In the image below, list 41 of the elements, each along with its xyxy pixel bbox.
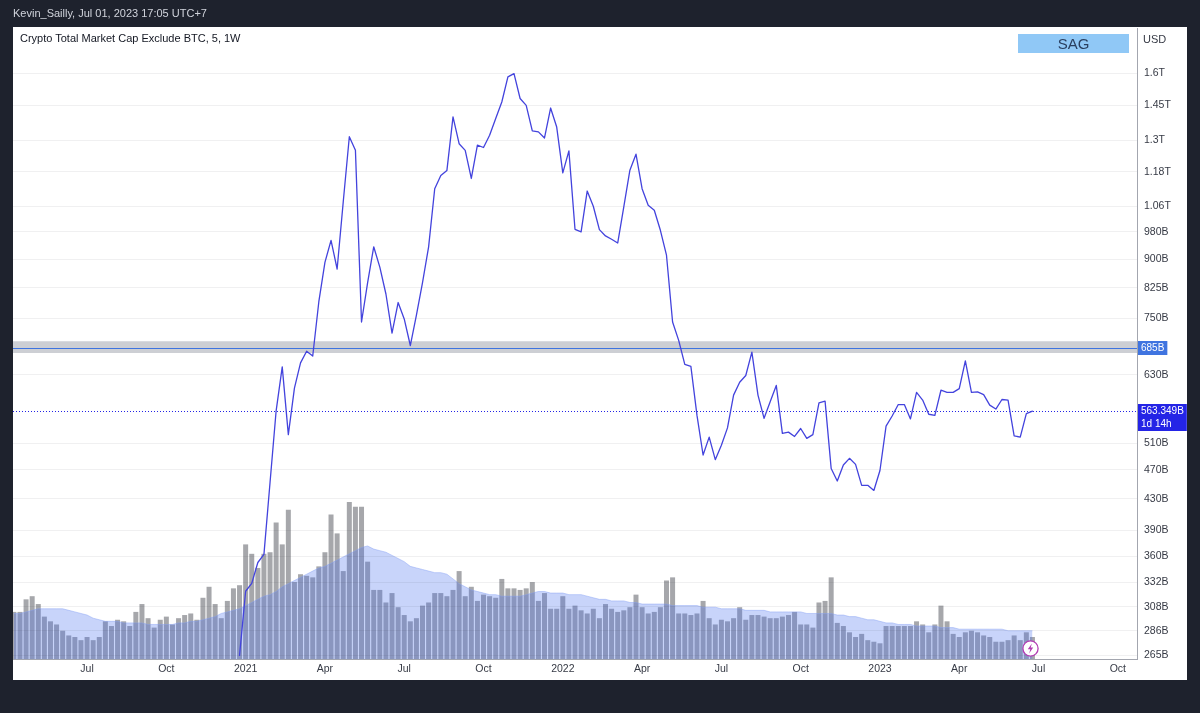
- x-tick-label: Apr: [316, 662, 334, 675]
- x-tick-label: Apr: [633, 662, 651, 675]
- ref-line-label: 563.349B: [1141, 405, 1185, 417]
- chart-subtitle: Kevin_Sailly, Jul 01, 2023 17:05 UTC+7: [13, 7, 207, 19]
- x-tick-label: Jul: [397, 662, 411, 675]
- y-axis-title: USD: [1143, 33, 1167, 45]
- bar: [17, 611, 23, 659]
- y-tick-label: 360B: [1144, 549, 1169, 562]
- x-tick-label: Jul: [1031, 662, 1046, 675]
- y-tick-label: 825B: [1144, 280, 1169, 293]
- x-tick-label: Oct: [475, 662, 492, 675]
- y-tick-label: 1.45T: [1144, 98, 1172, 110]
- y-tick-label: 286B: [1144, 623, 1169, 636]
- y-tick-label: 1.6T: [1144, 66, 1166, 79]
- x-tick-label: Oct: [158, 662, 175, 675]
- y-tick-label: 630B: [1144, 367, 1169, 380]
- x-tick-label: Jul: [80, 662, 94, 675]
- x-tick-label: 2022: [551, 662, 575, 675]
- x-tick-label: 2023: [868, 662, 892, 675]
- x-tick-label: Oct: [1109, 662, 1127, 675]
- chart-title: Crypto Total Market Cap Exclude BTC, 5, 1W: [20, 32, 241, 44]
- text: 1d 14h: [1141, 418, 1172, 430]
- x-tick-label: Jul: [714, 662, 729, 675]
- ref-line-label: 685B: [1141, 342, 1165, 354]
- annotation: SAG: [1057, 35, 1090, 52]
- x-tick-label: 2021: [233, 662, 258, 675]
- y-tick-label: 470B: [1144, 462, 1169, 475]
- y-tick-label: 308B: [1144, 599, 1169, 612]
- x-tick-label: Oct: [792, 662, 809, 675]
- y-tick-label: 265B: [1144, 648, 1169, 661]
- y-tick-label: 900B: [1144, 252, 1169, 265]
- y-tick-label: 510B: [1144, 436, 1169, 449]
- x-tick-label: Apr: [951, 662, 968, 675]
- y-tick-label: 1.06T: [1144, 199, 1172, 212]
- y-tick-label: 390B: [1144, 523, 1169, 536]
- y-tick-label: 430B: [1144, 491, 1169, 504]
- y-tick-label: 750B: [1144, 311, 1169, 324]
- y-tick-label: 332B: [1144, 575, 1169, 588]
- y-tick-label: 1.3T: [1144, 133, 1166, 146]
- y-tick-label: 1.18T: [1144, 164, 1172, 177]
- y-tick-label: 980B: [1144, 224, 1169, 237]
